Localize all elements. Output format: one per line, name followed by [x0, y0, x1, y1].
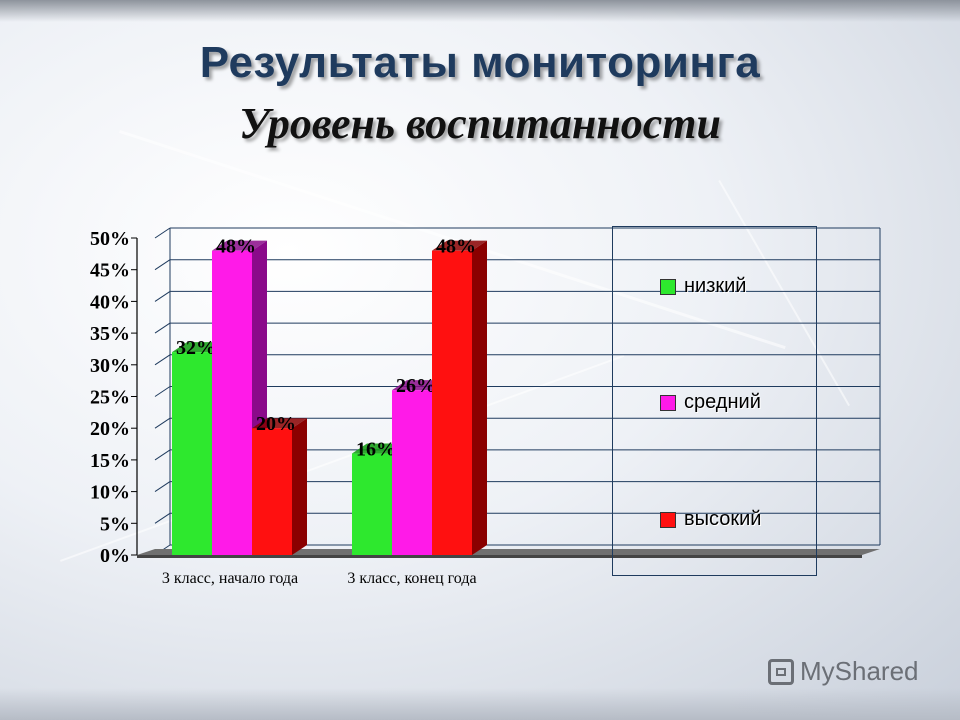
data-label: 16%: [356, 439, 396, 461]
y-tick-label: 10%: [90, 482, 130, 504]
bar-top: [212, 240, 267, 251]
bar: [352, 453, 392, 555]
x-tick-label: 3 класс, конец года: [347, 570, 476, 587]
gridline-diagonal: [154, 290, 171, 302]
bar: [252, 428, 292, 555]
bar: [172, 352, 212, 555]
gridline-diagonal: [154, 449, 171, 461]
y-tick-label: 15%: [90, 450, 130, 472]
watermark-text: MyShared: [800, 656, 919, 686]
y-tick-label: 0%: [100, 545, 130, 567]
x-tick-label: 3 класс, начало года: [162, 570, 298, 587]
legend-item-low: низкий: [660, 275, 746, 298]
legend-swatch-medium: [660, 394, 676, 411]
gridline-diagonal: [154, 227, 171, 239]
legend-label-medium: средний: [684, 391, 761, 413]
legend-swatch-low: [660, 278, 676, 295]
bar-side: [292, 418, 307, 555]
gridline-diagonal: [154, 322, 171, 334]
gridline-diagonal: [154, 259, 171, 271]
legend-item-high: высокий: [660, 508, 761, 531]
y-tick-label: 20%: [90, 418, 130, 440]
gridline-diagonal: [154, 481, 171, 493]
legend-label-high: высокий: [684, 508, 762, 530]
slide-subtitle: Уровень воспитанности: [239, 99, 721, 148]
gridline-diagonal: [154, 417, 171, 429]
top-band: [0, 0, 960, 22]
y-tick-label: 30%: [90, 355, 130, 377]
y-tick-label: 45%: [90, 260, 130, 282]
legend-label-low: низкий: [684, 275, 747, 297]
y-tick-label: 35%: [90, 323, 130, 345]
y-tick-label: 40%: [90, 291, 130, 313]
y-tick-label: 25%: [90, 387, 130, 409]
chart-floor-edge: [137, 555, 862, 558]
gridline-diagonal: [154, 386, 171, 397]
legend-swatch-high: [660, 511, 676, 528]
gridline-diagonal: [154, 512, 171, 524]
watermark: MyShared: [768, 656, 919, 687]
y-tick-label: 50%: [90, 228, 130, 250]
legend-item-medium: средний: [660, 391, 761, 414]
bar-top: [432, 240, 487, 251]
bar-top: [252, 418, 307, 429]
bar: [212, 250, 252, 555]
presentation-icon: [768, 658, 794, 685]
bar-side: [472, 240, 487, 555]
data-label: 48%: [436, 236, 476, 258]
bottom-band: [0, 688, 960, 720]
slide-title: Результаты мониторинга: [199, 38, 761, 87]
data-label: 20%: [256, 413, 296, 435]
gridline-diagonal: [154, 354, 171, 366]
data-label: 26%: [396, 375, 436, 397]
data-label: 48%: [216, 236, 256, 258]
bar: [392, 390, 432, 555]
bar: [432, 250, 472, 555]
legend-box: [612, 226, 817, 576]
chart-floor: [137, 549, 880, 555]
data-label: 32%: [176, 337, 216, 359]
y-tick-label: 5%: [100, 513, 130, 535]
